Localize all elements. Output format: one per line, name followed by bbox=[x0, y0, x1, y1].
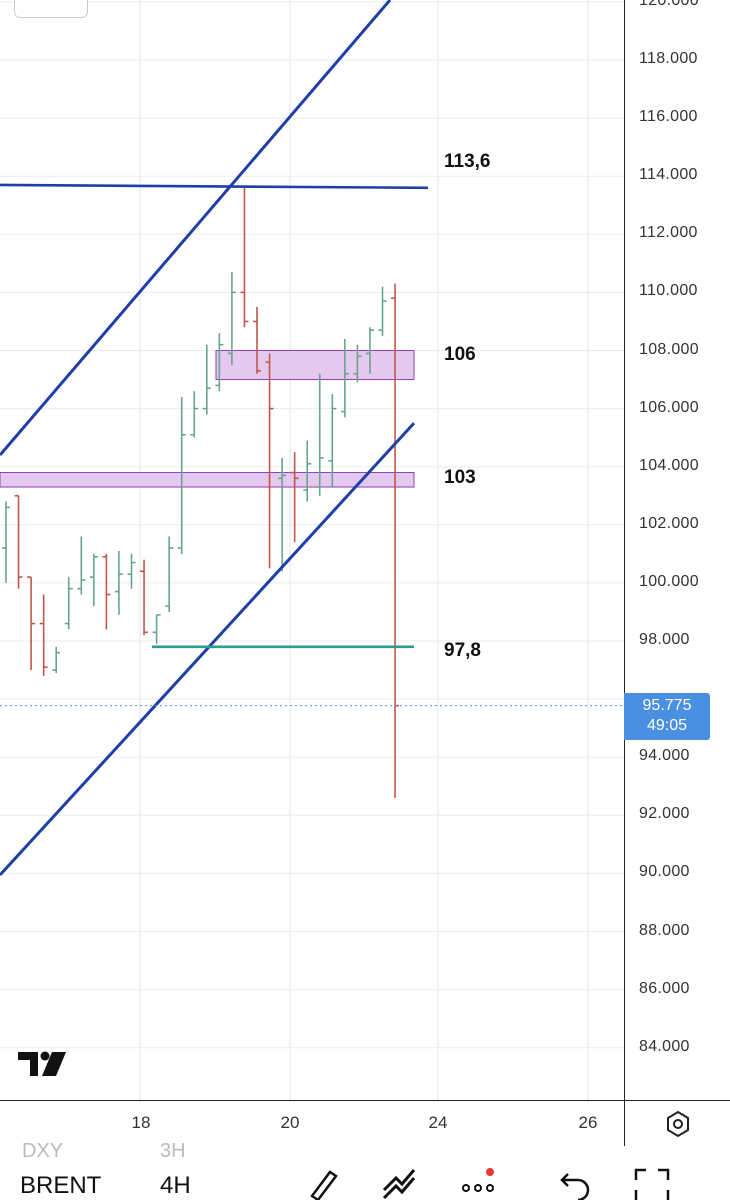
level-label-103: 103 bbox=[444, 467, 476, 488]
ohlc-bar bbox=[127, 553, 136, 589]
y-tick-label: 120.000 bbox=[639, 0, 699, 9]
y-tick-label: 84.000 bbox=[639, 1037, 690, 1055]
fullscreen-icon[interactable] bbox=[632, 1166, 672, 1200]
ohlc-bar bbox=[202, 344, 211, 415]
channel-lower-line bbox=[0, 422, 416, 877]
y-tick-label: 88.000 bbox=[639, 921, 690, 939]
ohlc-bar bbox=[315, 373, 324, 496]
y-tick-label: 102.000 bbox=[639, 514, 699, 532]
y-tick-label: 100.000 bbox=[639, 572, 699, 590]
chart-top-button[interactable] bbox=[14, 0, 88, 18]
last-price-badge: 95.775 49:05 bbox=[624, 693, 710, 740]
ohlc-bar bbox=[27, 576, 36, 671]
tradingview-logo-icon bbox=[18, 1051, 66, 1076]
ohlc-bar bbox=[227, 272, 236, 366]
ohlc-bar bbox=[39, 594, 48, 676]
resistance-zone-106 bbox=[215, 350, 415, 381]
ohlc-bar bbox=[190, 391, 199, 438]
ohlc-bar bbox=[14, 494, 23, 589]
y-tick-label: 112.000 bbox=[639, 224, 698, 242]
level-label-113-6: 113,6 bbox=[444, 151, 491, 172]
ohlc-bar bbox=[353, 344, 362, 383]
x-tick-label: 26 bbox=[578, 1113, 598, 1132]
price-chart[interactable]: 113,6 106 103 97,8 bbox=[0, 0, 624, 1100]
ohlc-bar bbox=[253, 306, 261, 374]
chart-canvas[interactable] bbox=[0, 0, 624, 1100]
price-axis[interactable]: 120.000 118.000 116.000 114.000 112.000 110.0… bbox=[624, 0, 730, 1100]
level-label-97-8: 97,8 bbox=[444, 640, 481, 661]
y-tick-label: 108.000 bbox=[639, 340, 699, 358]
y-tick-label: 92.000 bbox=[639, 805, 690, 823]
symbol-selector[interactable]: BRENT bbox=[20, 1172, 102, 1199]
ohlc-bar bbox=[278, 457, 287, 572]
ohlc-bar bbox=[365, 327, 374, 374]
ohlc-bar bbox=[140, 559, 149, 636]
chart-settings-button[interactable] bbox=[624, 1100, 730, 1147]
ohlc-bar bbox=[290, 452, 299, 543]
interval-selector[interactable]: 4H bbox=[160, 1172, 191, 1199]
x-tick-label: 24 bbox=[428, 1113, 448, 1132]
ohlc-bar bbox=[328, 394, 337, 488]
ohlc-bar bbox=[2, 501, 10, 583]
y-tick-label: 86.000 bbox=[639, 979, 690, 997]
ohlc-bar bbox=[240, 187, 249, 328]
bar-countdown: 49:05 bbox=[646, 717, 688, 734]
x-tick-label: 18 bbox=[131, 1113, 151, 1132]
undo-icon[interactable] bbox=[552, 1166, 592, 1200]
ohlc-bar bbox=[265, 353, 274, 569]
y-tick-label: 106.000 bbox=[639, 398, 699, 416]
y-tick-label: 110.000 bbox=[639, 282, 698, 300]
ohlc-bar bbox=[303, 440, 312, 502]
ohlc-bar bbox=[114, 550, 123, 615]
y-tick-label: 104.000 bbox=[639, 456, 699, 474]
level-label-106: 106 bbox=[444, 344, 476, 365]
y-tick-label: 118.000 bbox=[639, 50, 698, 67]
ohlc-bar bbox=[215, 333, 224, 392]
support-zone-103 bbox=[0, 472, 415, 488]
ohlc-bar bbox=[64, 577, 73, 630]
ohlc-bar bbox=[102, 553, 111, 630]
ohlc-bar bbox=[89, 553, 98, 607]
y-tick-label: 94.000 bbox=[639, 747, 690, 765]
more-dots-icon[interactable] bbox=[458, 1166, 498, 1200]
y-tick-label: 116.000 bbox=[639, 108, 698, 126]
ohlc-bar bbox=[165, 536, 174, 612]
channel-upper-line bbox=[0, 0, 392, 456]
time-axis[interactable]: 18 20 24 26 bbox=[0, 1100, 624, 1147]
y-tick-label: 98.000 bbox=[639, 631, 690, 648]
trend-line-icon[interactable] bbox=[378, 1166, 418, 1200]
horizontal-line-113-6 bbox=[0, 183, 429, 190]
ohlc-bar bbox=[152, 614, 161, 644]
ohlc-bar bbox=[340, 338, 349, 418]
ohlc-bar bbox=[378, 286, 387, 336]
brush-icon[interactable] bbox=[300, 1166, 340, 1200]
ohlc-bar bbox=[177, 396, 186, 554]
last-price-value: 95.775 bbox=[642, 697, 692, 714]
previous-interval: 3H bbox=[160, 1140, 186, 1162]
bottom-toolbar: DXY 3H BRENT 4H bbox=[0, 1140, 730, 1200]
y-tick-label: 90.000 bbox=[639, 863, 690, 881]
settings-hexagon-icon bbox=[667, 1110, 689, 1138]
y-tick-label: 114.000 bbox=[639, 166, 698, 184]
ohlc-bar bbox=[77, 536, 86, 595]
previous-symbol: DXY bbox=[22, 1140, 64, 1162]
ohlc-bar bbox=[52, 646, 61, 673]
x-tick-label: 20 bbox=[280, 1113, 300, 1132]
